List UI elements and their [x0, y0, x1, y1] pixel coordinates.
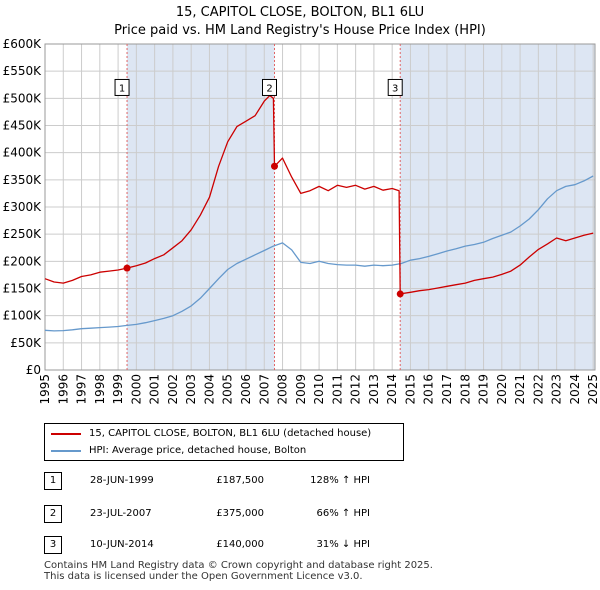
sale-hpi-change: 31% ↓ HPI: [316, 539, 370, 550]
chart-title-line1: 15, CAPITOL CLOSE, BOLTON, BL1 6LU: [175, 5, 425, 20]
legend-red-swatch: [51, 433, 81, 435]
x-tick-label: 2010: [312, 374, 326, 405]
legend-blue-swatch: [51, 450, 81, 452]
sale-number-badge: 1: [44, 472, 62, 490]
y-tick-label: £100K: [3, 309, 43, 323]
y-tick-label: £550K: [3, 64, 43, 78]
x-tick-label: 2006: [239, 374, 253, 405]
y-tick-label: £50K: [10, 336, 42, 350]
table-row: 2 23-JUL-2007 £375,000 66% ↑ HPI: [44, 505, 384, 523]
y-tick-label: £200K: [3, 254, 43, 268]
sale-hpi-change: 66% ↑ HPI: [316, 508, 370, 519]
y-tick-label: £150K: [3, 282, 43, 296]
chart-title: 15, CAPITOL CLOSE, BOLTON, BL1 6LU Price…: [0, 4, 600, 40]
x-tick-label: 2020: [495, 374, 509, 405]
footer: Contains HM Land Registry data © Crown c…: [44, 560, 433, 582]
x-tick-label: 2016: [422, 374, 436, 405]
y-tick-label: £250K: [3, 227, 43, 241]
y-tick-label: £600K: [3, 37, 43, 51]
x-tick-label: 2015: [403, 374, 417, 405]
x-tick-label: 2025: [586, 374, 600, 405]
sale-marker-label: 3: [392, 83, 398, 94]
y-tick-label: £0: [26, 363, 41, 377]
x-tick-label: 2008: [276, 374, 290, 405]
x-tick-label: 2012: [349, 374, 363, 405]
footer-copyright: Contains HM Land Registry data © Crown c…: [44, 560, 433, 571]
y-tick-label: £350K: [3, 173, 43, 187]
x-tick-label: 2024: [568, 374, 582, 405]
sale-marker-label: 1: [119, 83, 125, 94]
sale-date: 23-JUL-2007: [90, 508, 152, 519]
sale-point: [396, 290, 404, 298]
sale-price: £140,000: [216, 539, 264, 550]
chart-title-line2: Price paid vs. HM Land Registry's House …: [114, 23, 486, 38]
sale-price: £375,000: [216, 508, 264, 519]
legend: 15, CAPITOL CLOSE, BOLTON, BL1 6LU (deta…: [44, 423, 404, 461]
x-tick-label: 2021: [513, 374, 527, 405]
x-tick-label: 2013: [367, 374, 381, 405]
property-price-line: [44, 94, 594, 295]
legend-red-label: 15, CAPITOL CLOSE, BOLTON, BL1 6LU (deta…: [89, 428, 372, 439]
sale-marker-box: [262, 78, 278, 96]
sale-marker-label: 2: [266, 83, 272, 94]
sale-number-badge: 2: [44, 505, 62, 523]
x-tick-label: 2002: [166, 374, 180, 405]
table-row: 3 10-JUN-2014 £140,000 31% ↓ HPI: [44, 536, 384, 554]
x-tick-label: 2003: [184, 374, 198, 405]
x-tick-label: 2007: [257, 374, 271, 405]
sale-hpi-change: 128% ↑ HPI: [310, 475, 370, 486]
x-tick-label: 2000: [129, 374, 143, 405]
price-chart: £0 £50K £100K £150K £200K £250K £300K £350K £400…: [3, 37, 600, 405]
x-tick-label: 2019: [477, 374, 491, 405]
x-tick-label: 2011: [330, 374, 344, 405]
footer-licence: This data is licensed under the Open Gov…: [44, 571, 363, 582]
table-row: 1 28-JUN-1999 £187,500 128% ↑ HPI: [44, 472, 384, 490]
x-tick-label: 2009: [294, 374, 308, 405]
x-tick-label: 1996: [56, 374, 70, 405]
sale-price: £187,500: [216, 475, 264, 486]
sale-date: 28-JUN-1999: [90, 475, 154, 486]
y-tick-label: £300K: [3, 200, 43, 214]
plot-frame: [44, 43, 596, 371]
x-tick-label: 2022: [531, 374, 545, 405]
legend-blue-label: HPI: Average price, detached house, Bolt…: [89, 445, 307, 456]
y-tick-label: £400K: [3, 146, 43, 160]
x-tick-label: 1999: [111, 374, 125, 405]
x-tick-label: 1995: [38, 374, 52, 405]
sale-marker-box: [114, 78, 130, 96]
x-tick-label: 2018: [458, 374, 472, 405]
sale-point: [271, 162, 279, 170]
sale-marker-box: [387, 78, 403, 96]
y-tick-label: £500K: [3, 91, 43, 105]
x-tick-label: 2004: [202, 374, 216, 405]
hpi-line: [44, 175, 594, 332]
x-tick-label: 2014: [385, 374, 399, 405]
x-tick-label: 1998: [93, 374, 107, 405]
x-tick-label: 2023: [550, 374, 564, 405]
x-tick-label: 1997: [75, 374, 89, 405]
x-tick-label: 2001: [148, 374, 162, 405]
x-tick-label: 2005: [221, 374, 235, 405]
x-tick-label: 2017: [440, 374, 454, 405]
sale-number-badge: 3: [44, 536, 62, 554]
sale-point: [123, 264, 131, 272]
sale-date: 10-JUN-2014: [90, 539, 154, 550]
y-tick-label: £450K: [3, 119, 43, 133]
